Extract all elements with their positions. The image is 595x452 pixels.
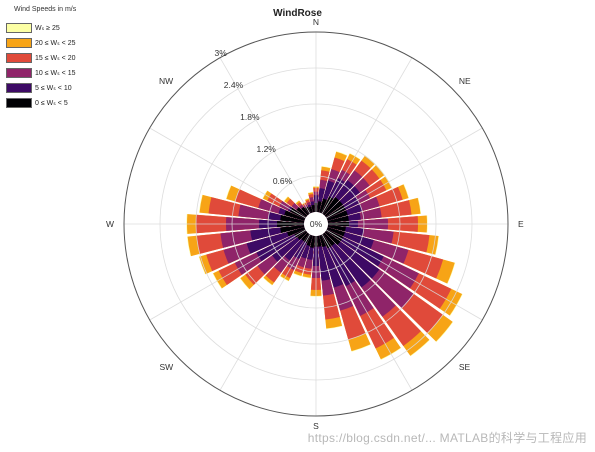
direction-label: N <box>313 17 319 27</box>
rose-sector <box>327 215 349 223</box>
legend-label: 15 ≤ Wₛ < 20 <box>35 54 76 62</box>
legend-item: 15 ≤ Wₛ < 20 <box>6 50 76 65</box>
rose-sector <box>327 225 346 232</box>
legend-item: Wₛ ≥ 25 <box>6 20 76 35</box>
radial-tick-label: 1.2% <box>256 144 276 154</box>
radial-tick-label: 3% <box>215 48 228 58</box>
legend-title: Wind Speeds in m/s <box>14 6 77 13</box>
radial-tick-label: 0% <box>310 219 323 229</box>
outer-ring <box>123 31 509 417</box>
legend-swatch <box>6 97 32 108</box>
rose-sector <box>322 232 371 288</box>
watermark: https://blog.csdn.net/... MATLAB的科学与工程应用 <box>307 431 587 445</box>
rose-sector <box>306 234 313 246</box>
rose-sector <box>280 215 305 223</box>
grid-spoke <box>149 127 306 219</box>
rose-sector <box>296 207 308 218</box>
legend-label: 5 ≤ Wₛ < 10 <box>35 84 72 92</box>
rose-sector <box>326 210 348 221</box>
rose-sector <box>287 227 306 237</box>
center-hole <box>304 212 328 236</box>
legend-label: 20 ≤ Wₛ < 25 <box>35 39 76 47</box>
direction-label: W <box>106 219 114 229</box>
rose-sector <box>317 201 322 213</box>
rose-sector <box>297 230 308 240</box>
rose-sector <box>322 197 340 216</box>
rose-sector <box>284 210 306 221</box>
legend-swatch <box>6 52 32 63</box>
direction-label: NE <box>459 76 471 86</box>
grid-spoke <box>326 127 483 219</box>
rose-sector <box>301 206 310 216</box>
rose-sector <box>324 230 341 245</box>
rose-sector <box>301 232 310 242</box>
rose-sector <box>317 235 322 247</box>
direction-label: NW <box>159 76 173 86</box>
legend-item: 20 ≤ Wₛ < 25 <box>6 35 76 50</box>
chart-title: WindRose <box>273 8 322 19</box>
grid-spoke <box>321 234 413 391</box>
direction-label: SE <box>459 362 471 372</box>
rose-sector <box>326 227 345 237</box>
legend-swatch <box>6 82 32 93</box>
grid-spoke <box>219 57 311 214</box>
legend-label: Wₛ ≥ 25 <box>35 24 60 32</box>
rose-sector <box>310 235 315 248</box>
rose-sector <box>322 232 335 246</box>
legend: Wₛ ≥ 25 20 ≤ Wₛ < 25 15 ≤ Wₛ < 20 10 ≤ Wₛ <… <box>6 20 76 110</box>
rose-sector <box>319 234 326 248</box>
rose-sector <box>319 234 344 288</box>
legend-swatch <box>6 22 32 33</box>
grid-spoke <box>326 229 483 321</box>
rose-sector <box>311 204 315 213</box>
legend-swatch <box>6 67 32 78</box>
direction-label: S <box>313 421 319 431</box>
radial-tick-label: 1.8% <box>240 112 260 122</box>
rose-sector <box>280 225 305 233</box>
radial-tick-label: 0.6% <box>273 176 293 186</box>
radial-tick-label: 2.4% <box>224 80 244 90</box>
grid-spoke <box>219 234 311 391</box>
rose-sector <box>317 235 331 281</box>
grid-spoke <box>321 57 413 214</box>
direction-label: E <box>518 219 524 229</box>
direction-label: SW <box>159 362 173 372</box>
rose-sector <box>324 200 343 218</box>
grid-spoke <box>149 229 306 321</box>
legend-item: 5 ≤ Wₛ < 10 <box>6 80 76 95</box>
legend-label: 10 ≤ Wₛ < 15 <box>35 69 76 77</box>
legend-label: 0 ≤ Wₛ < 5 <box>35 99 68 107</box>
legend-swatch <box>6 37 32 48</box>
rose-sector <box>319 198 327 214</box>
rose-sector <box>308 206 313 214</box>
legend-item: 10 ≤ Wₛ < 15 <box>6 65 76 80</box>
legend-item: 0 ≤ Wₛ < 5 <box>6 95 76 110</box>
